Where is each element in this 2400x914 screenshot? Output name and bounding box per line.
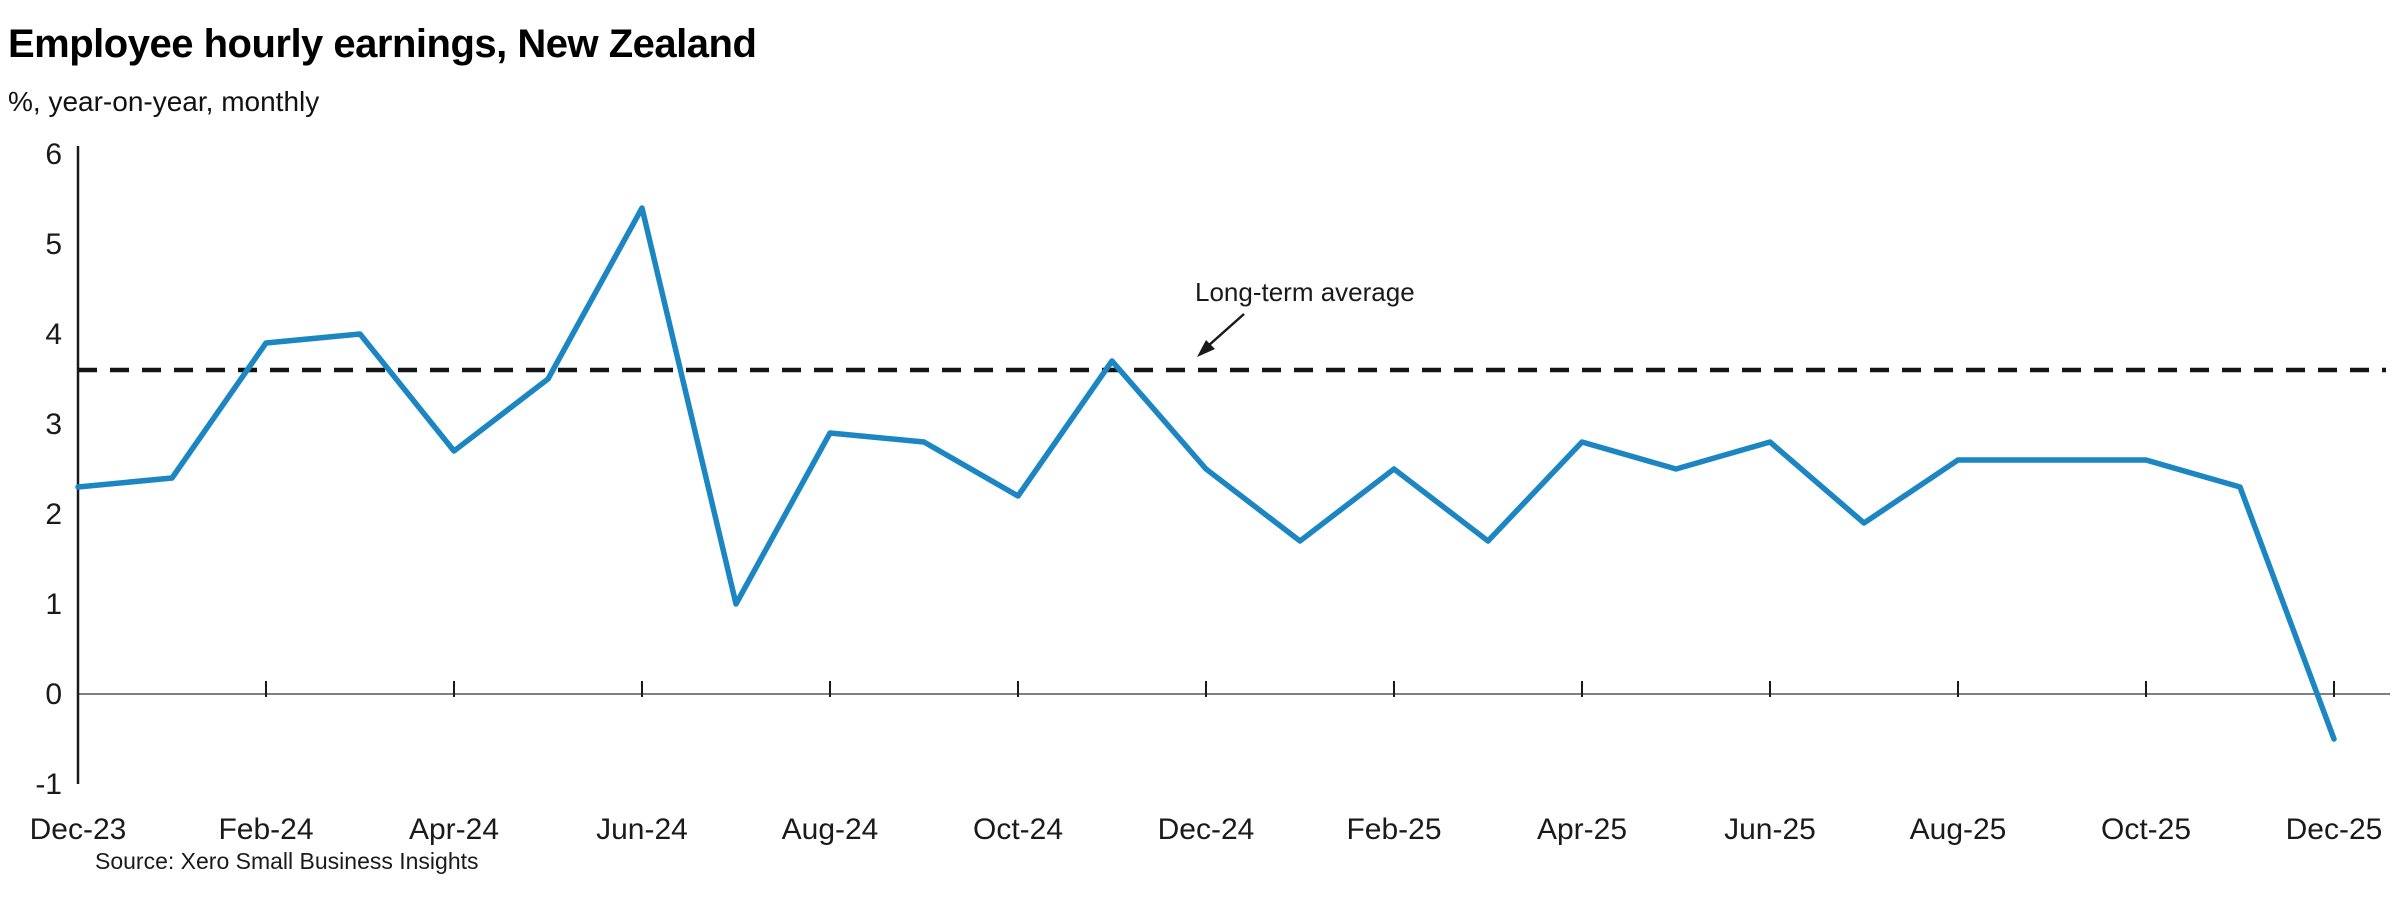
y-tick-label: 3 [45, 408, 62, 441]
x-tick-label: Oct-24 [973, 813, 1063, 846]
x-tick-label: Jun-25 [1724, 813, 1816, 846]
x-axis-labels: Dec-23 Feb-24 Apr-24 Jun-24 Aug-24 Oct-24 Dec-… [30, 813, 2383, 846]
x-tick-label: Feb-24 [218, 813, 313, 846]
chart-title: Employee hourly earnings, New Zealand [8, 22, 757, 66]
earnings-line [75, 205, 2337, 742]
y-tick-label: 5 [45, 228, 62, 261]
y-axis-labels: 6 5 4 3 2 1 0 -1 [35, 138, 62, 801]
x-tick-label: Apr-25 [1537, 813, 1627, 846]
x-tick-label: Apr-24 [409, 813, 499, 846]
x-tick-label: Aug-24 [782, 813, 879, 846]
y-tick-label: 0 [45, 678, 62, 711]
y-tick-label: 2 [45, 498, 62, 531]
x-axis-ticks [77, 681, 2335, 697]
annotation-group: Long-term average [1195, 277, 1415, 357]
x-tick-label: Dec-24 [1158, 813, 1255, 846]
x-tick-label: Dec-25 [2286, 813, 2383, 846]
y-tick-label: 4 [45, 318, 62, 351]
x-tick-label: Feb-25 [1346, 813, 1441, 846]
y-tick-label: 1 [45, 588, 62, 621]
annotation-arrow [1207, 313, 1245, 347]
annotation-arrowhead-icon [1197, 340, 1215, 357]
annotation-label: Long-term average [1195, 277, 1415, 307]
x-tick-label: Oct-25 [2101, 813, 2191, 846]
x-tick-label: Jun-24 [596, 813, 688, 846]
y-tick-label: 6 [45, 138, 62, 171]
source-note: Source: Xero Small Business Insights [95, 848, 479, 874]
chart-subtitle: %, year-on-year, monthly [8, 86, 320, 117]
x-tick-label: Aug-25 [1910, 813, 2007, 846]
y-tick-label: -1 [35, 768, 62, 801]
x-tick-label: Dec-23 [30, 813, 127, 846]
